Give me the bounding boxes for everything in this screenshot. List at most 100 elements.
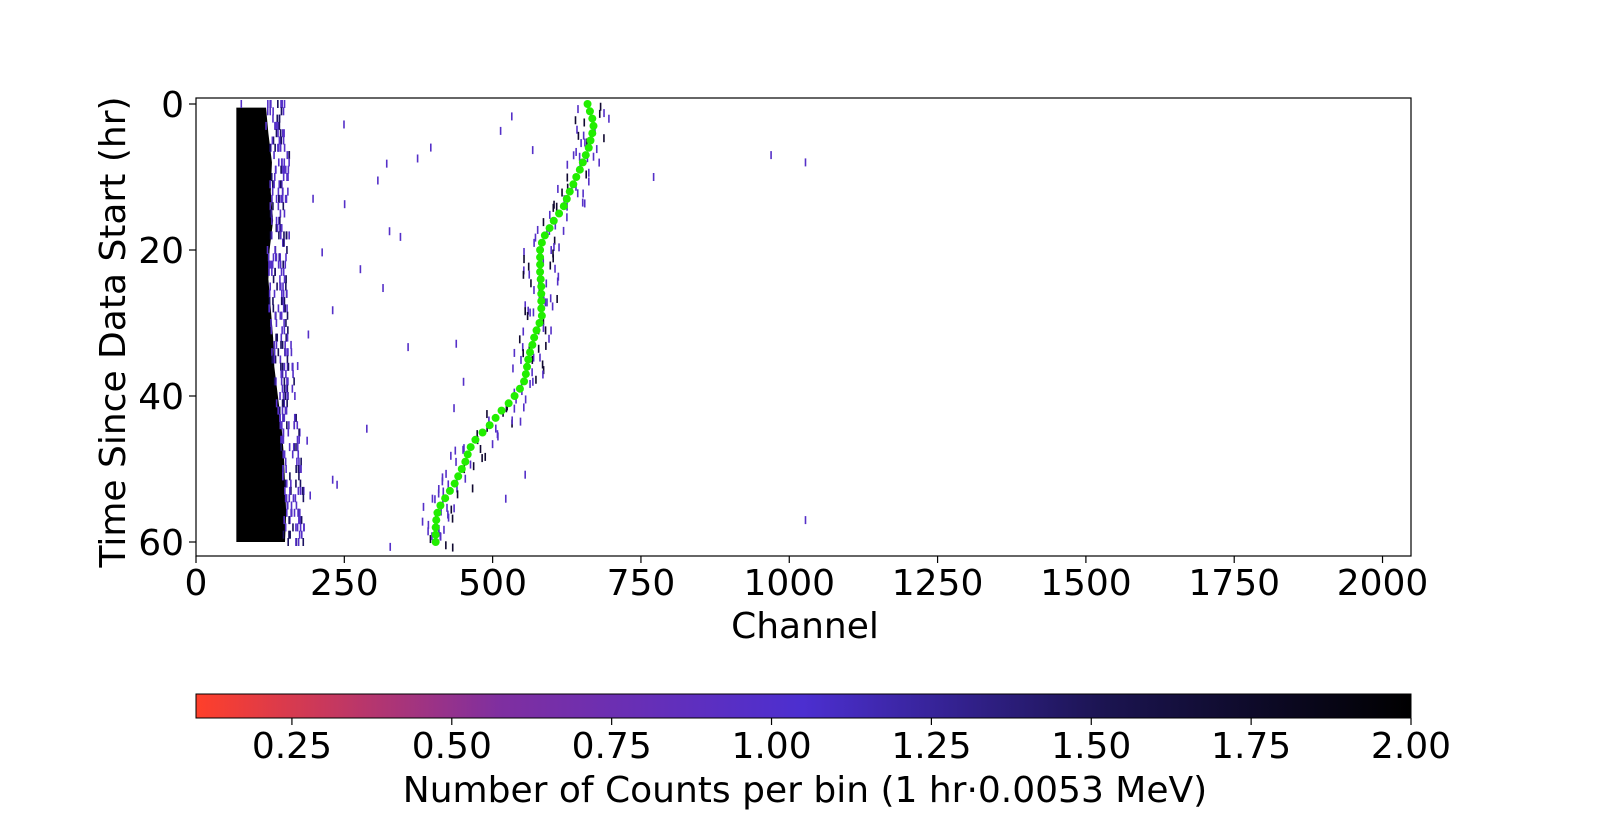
count-bin: [289, 530, 291, 539]
count-bin: [307, 330, 310, 339]
count-bin: [275, 129, 278, 138]
count-bin: [272, 253, 275, 262]
count-bin: [287, 326, 289, 335]
count-bin: [268, 267, 270, 276]
count-bin: [277, 406, 279, 415]
count-bin: [279, 143, 282, 152]
count-bin: [343, 120, 345, 129]
peak-point: [565, 187, 574, 196]
count-bin: [527, 306, 529, 315]
count-bin: [556, 294, 558, 303]
count-bin: [296, 523, 299, 532]
count-bin: [552, 249, 554, 258]
count-bin: [275, 165, 277, 174]
count-bin: [566, 183, 569, 192]
count-bin: [443, 525, 445, 534]
count-bin: [298, 435, 301, 444]
count-bin: [285, 319, 287, 327]
count-bin: [542, 366, 545, 375]
y-tick-label: 40: [138, 377, 184, 418]
peak-point: [575, 165, 584, 174]
count-bin: [283, 143, 286, 152]
count-bin: [561, 188, 563, 197]
count-bin: [300, 530, 303, 539]
count-bin: [284, 348, 287, 357]
count-bin: [287, 348, 289, 357]
count-bin: [285, 370, 287, 379]
count-bin: [446, 503, 448, 512]
count-bin: [288, 530, 290, 539]
count-bin: [283, 165, 286, 174]
count-bin: [269, 282, 272, 291]
count-bin: [273, 151, 275, 160]
count-bin: [454, 446, 457, 455]
count-bin: [280, 377, 283, 386]
count-bin: [588, 168, 590, 177]
count-bin: [283, 450, 286, 459]
count-bin: [281, 194, 284, 203]
count-bin: [284, 486, 286, 495]
count-bin: [578, 152, 581, 161]
count-bin: [463, 444, 465, 453]
count-bin: [532, 353, 535, 362]
count-bin: [282, 165, 285, 174]
count-bin: [281, 406, 284, 415]
count-bin: [270, 326, 273, 335]
count-bin: [456, 490, 459, 499]
count-bin: [804, 158, 807, 167]
count-bin: [268, 304, 271, 313]
count-bin: [530, 279, 532, 288]
count-bin: [542, 317, 545, 326]
count-bin: [284, 392, 287, 400]
count-bin: [273, 180, 275, 189]
count-bin: [451, 514, 454, 523]
count-bin: [281, 435, 283, 444]
count-bin: [529, 308, 531, 317]
y-tick-label: 0: [161, 85, 184, 126]
count-bin: [279, 421, 282, 430]
count-bin: [297, 538, 300, 546]
count-bin: [285, 494, 288, 503]
count-bin: [281, 238, 284, 247]
peak-point: [431, 530, 440, 539]
peak-point: [491, 413, 500, 422]
count-bin: [292, 494, 295, 503]
x-tick-label: 1250: [892, 563, 984, 604]
peak-point: [559, 202, 568, 211]
count-bin: [288, 231, 290, 240]
count-bin: [296, 421, 299, 430]
count-bin: [439, 532, 442, 541]
count-bin: [275, 377, 277, 386]
count-bin: [271, 348, 273, 357]
count-bin: [524, 307, 527, 316]
count-bin: [471, 484, 474, 493]
x-axis-label: Channel: [731, 606, 879, 647]
count-bin: [285, 465, 287, 473]
colorbar-label: Number of Counts per bin (1 hr·0.0053 Me…: [403, 770, 1207, 811]
count-bin: [285, 508, 288, 517]
count-bin: [552, 254, 555, 263]
peak-point: [536, 260, 545, 269]
count-bin: [275, 253, 278, 262]
count-bin: [513, 404, 516, 413]
count-bin: [283, 100, 286, 108]
count-bin: [277, 129, 279, 138]
count-bin: [486, 410, 488, 419]
count-bin: [296, 443, 299, 452]
count-bin: [499, 126, 502, 135]
count-bin: [280, 297, 283, 306]
count-bin: [416, 154, 419, 163]
count-bin: [278, 180, 281, 189]
count-bin: [271, 267, 273, 276]
count-bin: [300, 457, 302, 466]
count-bin: [277, 348, 280, 357]
peak-point: [537, 282, 546, 291]
count-bin: [276, 282, 278, 291]
count-bin: [277, 304, 280, 313]
count-bin: [293, 421, 296, 430]
count-bin: [286, 399, 288, 408]
count-bin: [271, 136, 274, 145]
colorbar: 0.25 0.50 0.75 1.00 1.25 1.50 1.75 2.00: [195, 693, 1451, 767]
count-bin: [549, 294, 552, 303]
count-bin: [551, 302, 554, 311]
